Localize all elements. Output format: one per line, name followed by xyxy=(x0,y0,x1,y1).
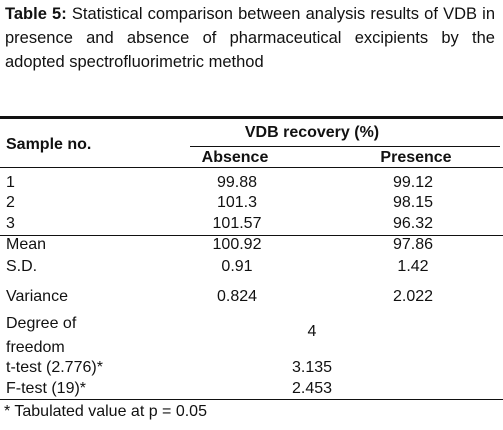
table-caption: Table 5: Statistical comparison between … xyxy=(5,2,495,74)
group-header: VDB recovery (%) xyxy=(244,124,380,141)
row-label: F-test (19)* xyxy=(6,380,87,397)
row-label: Mean xyxy=(6,236,47,253)
row-label: Variance xyxy=(6,288,68,305)
cell: 98.15 xyxy=(392,194,434,211)
caption-label: Table 5: xyxy=(5,5,67,23)
cell: 1.42 xyxy=(397,258,429,275)
row-label: 1 xyxy=(6,174,15,191)
bottom-rule xyxy=(0,399,503,400)
cell: 96.32 xyxy=(392,215,434,232)
header-rule xyxy=(0,167,503,168)
column-header: Presence xyxy=(380,149,452,166)
row-label: t-test (2.776)* xyxy=(6,359,103,376)
top-rule xyxy=(0,116,503,119)
cell: 101.57 xyxy=(212,215,262,232)
cell: 99.12 xyxy=(392,174,434,191)
row-rule xyxy=(0,235,503,236)
caption-text: Statistical comparison between analysis … xyxy=(5,5,495,71)
row-label: 2 xyxy=(6,194,15,211)
row-label: S.D. xyxy=(6,258,38,275)
cell: 101.3 xyxy=(216,194,258,211)
row-label: 3 xyxy=(6,215,15,232)
cell: 99.88 xyxy=(216,174,258,191)
cell: 0.824 xyxy=(216,288,258,305)
group-rule xyxy=(190,146,500,147)
cell: 4 xyxy=(307,323,317,340)
header-sample: Sample no. xyxy=(6,136,92,153)
footnote: * Tabulated value at p = 0.05 xyxy=(4,403,207,420)
cell: 97.86 xyxy=(392,236,434,253)
cell: 2.022 xyxy=(392,288,434,305)
column-header: Absence xyxy=(201,149,269,166)
cell: 100.92 xyxy=(212,236,262,253)
row-label: Degree of freedom xyxy=(6,315,77,356)
cell: 2.453 xyxy=(291,380,333,397)
cell: 3.135 xyxy=(291,359,333,376)
cell: 0.91 xyxy=(221,258,253,275)
